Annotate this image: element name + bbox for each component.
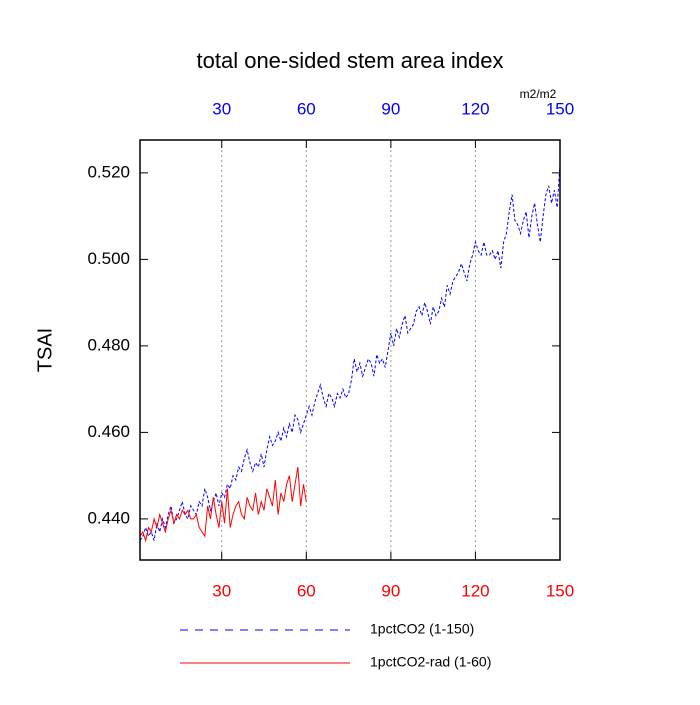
x-tick-label: 90 bbox=[381, 581, 400, 600]
x2-tick-label: 30 bbox=[212, 99, 231, 118]
x2-tick-label: 120 bbox=[461, 99, 489, 118]
x-tick-label: 60 bbox=[297, 581, 316, 600]
x2-tick-label: 60 bbox=[297, 99, 316, 118]
plot-frame bbox=[139, 139, 561, 561]
y-tick-label: 0.440 bbox=[87, 508, 130, 527]
x-tick-label: 30 bbox=[212, 581, 231, 600]
x2-tick-label: 90 bbox=[381, 99, 400, 118]
x-tick-label: 120 bbox=[461, 581, 489, 600]
chart-title: total one-sided stem area index bbox=[197, 48, 504, 73]
legend-label: 1pctCO2 (1-150) bbox=[370, 621, 474, 637]
data-line bbox=[139, 164, 561, 541]
y-tick-label: 0.480 bbox=[87, 335, 130, 354]
legend-label: 1pctCO2-rad (1-60) bbox=[370, 654, 491, 670]
x2-tick-label: 150 bbox=[546, 99, 574, 118]
y-tick-label: 0.520 bbox=[87, 162, 130, 181]
y-tick-label: 0.500 bbox=[87, 249, 130, 268]
data-line bbox=[139, 466, 307, 543]
x-tick-label: 150 bbox=[546, 581, 574, 600]
x2-units: m2/m2 bbox=[520, 87, 557, 101]
y-tick-label: 0.460 bbox=[87, 422, 130, 441]
y-axis-label: TSAI bbox=[34, 328, 56, 372]
